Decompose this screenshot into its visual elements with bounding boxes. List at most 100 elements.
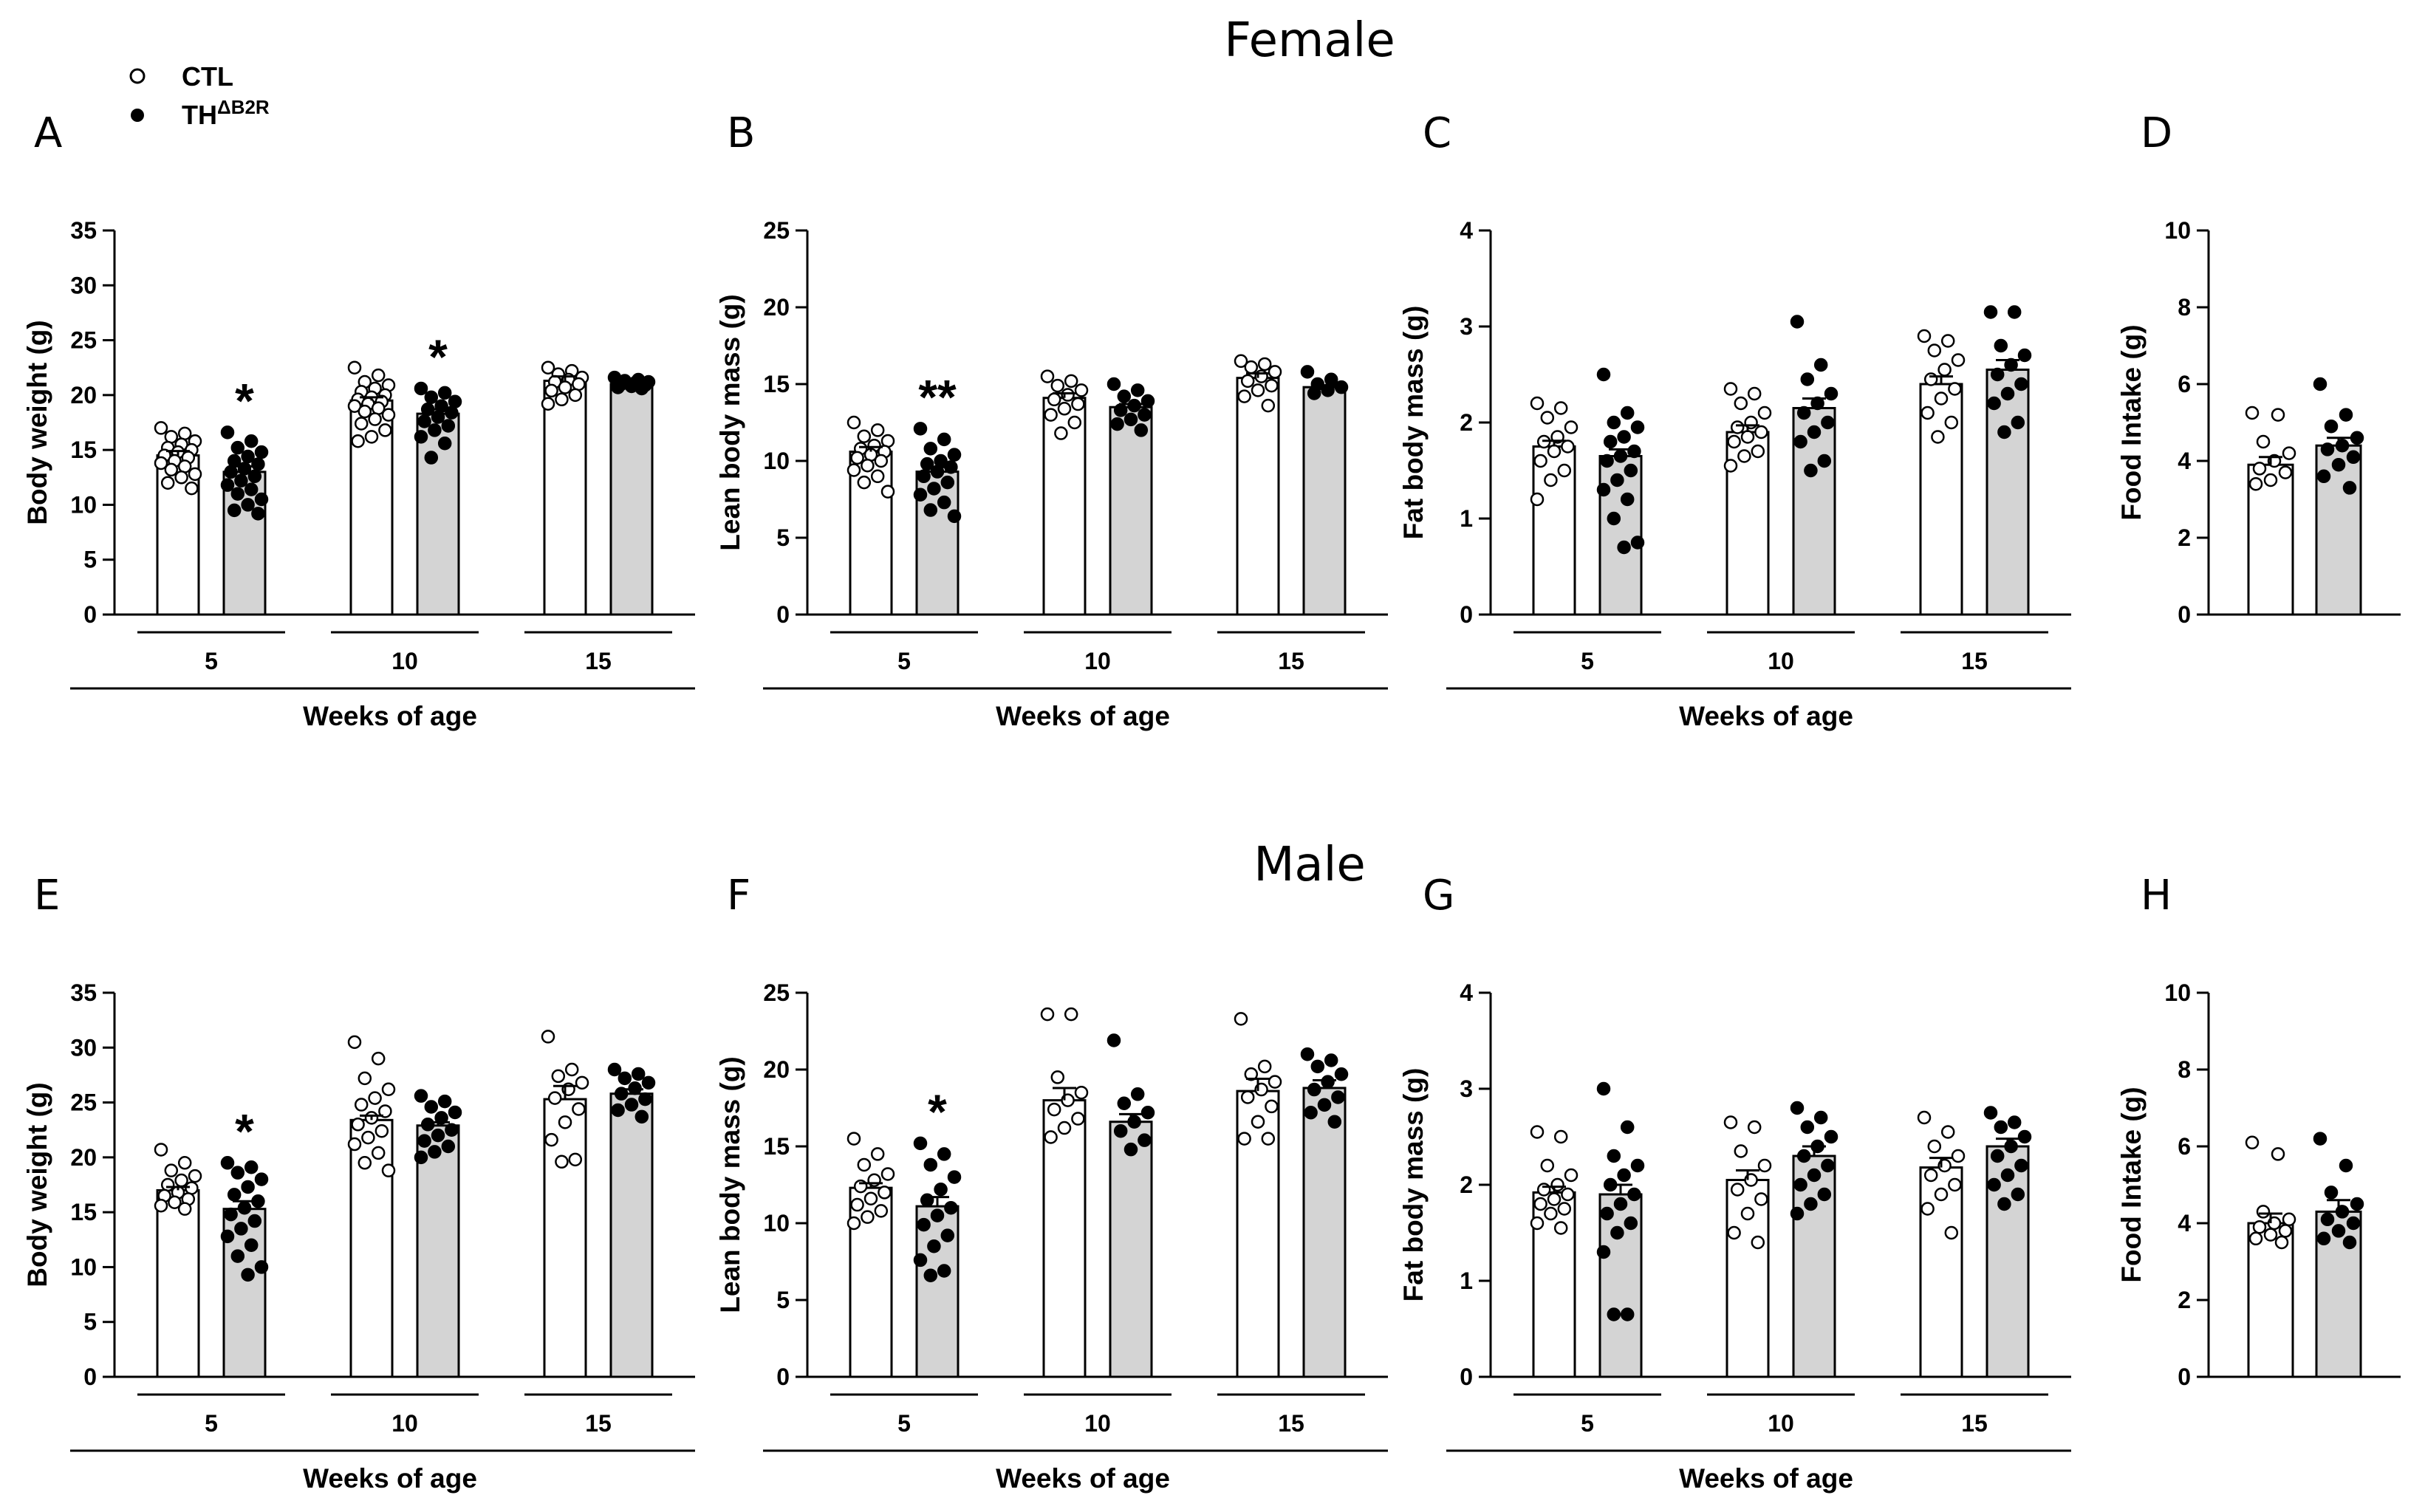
panel-e-point-s1-c0 [227,1188,242,1202]
panel-d-point-s0-c0 [2252,462,2267,476]
panel-e-letter: E [34,872,60,920]
panel-e-point-s1-c0 [244,1160,259,1174]
panel-c-x-axis-title: Weeks of age [1679,701,1853,731]
panel-c-point-s0-c2 [1937,363,1952,377]
panel-g-point-s0-c1 [1740,1206,1755,1221]
panel-b-y-tick-label: 10 [763,448,790,474]
panel-b-x-tick-label-c2: 15 [1278,648,1304,674]
panel-d-point-s1-c0 [2346,450,2361,465]
panel-b-point-s0-c1 [1067,415,1082,430]
panel-e-y-tick-label: 5 [83,1309,97,1335]
panel-c-x-tick-label-c1: 10 [1768,648,1794,674]
panel-b-point-s1-c1 [1113,403,1128,417]
panel-e-y-tick-label: 35 [70,979,97,1006]
panel-b-point-s1-c0 [947,509,962,524]
panel-a-point-s1-c2 [635,381,649,396]
panel-h-point-s0-c0 [2252,1219,2267,1234]
panel-g-point-s1-c1 [1796,1149,1811,1163]
panel-e-point-s1-c1 [441,1139,456,1154]
panel-g-point-s0-c1 [1757,1158,1772,1173]
panel-a-point-s0-c2 [541,360,555,374]
panel-a-point-s1-c0 [254,445,269,459]
panel-a-point-s1-c0 [220,425,235,439]
panel-g-point-s1-c2 [1990,1149,2005,1163]
panel-a-point-s0-c2 [544,383,558,398]
panel-g-point-s1-c0 [1607,1149,1621,1163]
panel-c-point-s0-c1 [1737,449,1751,463]
panel-c-point-s0-c0 [1553,401,1568,415]
panel-b-point-s0-c0 [874,454,889,468]
panel-c-point-s1-c2 [2011,415,2025,430]
panel-b-point-s1-c1 [1130,383,1145,397]
panel-e-point-s1-c1 [414,1089,428,1103]
panel-b-point-s1-c1 [1117,389,1132,403]
panel-g-y-tick-label: 4 [1460,979,1473,1006]
panel-a-point-s1-c1 [441,419,456,433]
panel-c-point-s0-c2 [1944,415,1959,430]
panel-e-point-s0-c1 [371,1146,386,1160]
panel-d-point-s0-c0 [2256,434,2271,449]
panel-c-point-s0-c2 [1920,406,1935,420]
panel-f-point-s1-c0 [923,1268,938,1282]
panel-g-point-s1-c1 [1793,1177,1807,1192]
panel-g-point-s1-c2 [2011,1187,2025,1202]
panel-e-point-s0-c2 [544,1132,558,1147]
panel-c-point-s1-c0 [1600,454,1614,468]
panel-b-point-s1-c1 [1140,394,1155,408]
panel-e-x-tick-label-c0: 5 [205,1410,218,1437]
panel-a-point-s1-c0 [247,469,262,484]
panel-c-bar-s0-c1 [1725,431,1770,616]
panel-e-point-s1-c2 [614,1087,629,1101]
panel-c-point-s1-c1 [1817,454,1832,468]
panel-g-point-s1-c1 [1824,1129,1839,1144]
panel-g-point-s0-c0 [1561,1187,1575,1202]
panel-a-point-s0-c0 [154,456,168,471]
panel-e-point-s0-c2 [564,1062,579,1077]
panel-h-bar-s0-c0 [2247,1222,2294,1378]
row-title-male: Male [1253,838,1366,892]
panel-a-point-s1-c0 [234,473,248,488]
panel-b-y-tick-label: 20 [763,294,790,321]
panel-e-x-tick-label-c1: 10 [391,1410,418,1437]
panel-b-point-s1-c0 [940,475,955,490]
panel-d-y-tick-label: 8 [2178,294,2191,321]
panel-g-point-s0-c0 [1564,1168,1579,1183]
panel-a-bar-s1-c1 [416,412,460,616]
panel-g-point-s0-c2 [1951,1149,1966,1163]
panel-c-point-s1-c0 [1620,406,1635,420]
panel-e-y-tick-label: 30 [70,1034,97,1061]
panel-a-point-s0-c0 [154,421,168,435]
panel-e-point-s1-c0 [254,1172,269,1186]
panel-b-point-s0-c0 [846,415,861,430]
panel-e-point-s1-c2 [607,1062,622,1077]
panel-c-point-s1-c0 [1596,367,1611,382]
panel-g-point-s0-c2 [1927,1139,1942,1154]
panel-g-point-s0-c2 [1920,1202,1935,1216]
panel-a-point-s1-c0 [251,457,265,471]
panel-f-point-s1-c0 [917,1217,931,1232]
panel-e-x-axis-title: Weeks of age [303,1463,477,1494]
panel-b-point-s1-c2 [1307,386,1321,400]
panel-g-point-s1-c2 [1983,1106,1998,1120]
panel-g-point-s0-c1 [1723,1115,1738,1129]
panel-h-point-s0-c0 [2256,1205,2271,1219]
panel-e-point-s0-c0 [154,1143,168,1157]
panel-h: H 0 2 4 6 8 10 Food Intake (g) [2116,872,2401,1390]
panel-a-point-s1-c1 [424,390,439,405]
panel-h-y-tick-label: 0 [2178,1364,2191,1390]
panel-e-point-s0-c2 [558,1115,572,1129]
panel-c-point-s0-c2 [1934,391,1949,406]
panel-b-point-s0-c0 [870,423,885,437]
panel-c-point-s1-c2 [1990,367,2005,382]
panel-e-point-s1-c2 [618,1071,632,1086]
panel-e-point-s1-c1 [448,1105,462,1120]
panel-b-point-s0-c1 [1057,402,1072,416]
panel-b-point-s0-c1 [1040,369,1055,383]
panel-g-point-s1-c0 [1630,1158,1645,1173]
panel-c-point-s1-c2 [2017,348,2032,363]
panel-c-y-tick-label: 0 [1460,601,1473,628]
panel-c-point-s1-c0 [1610,473,1624,488]
panel-d-y-tick-label: 6 [2178,371,2191,397]
panel-c-point-s1-c2 [1994,338,2008,353]
